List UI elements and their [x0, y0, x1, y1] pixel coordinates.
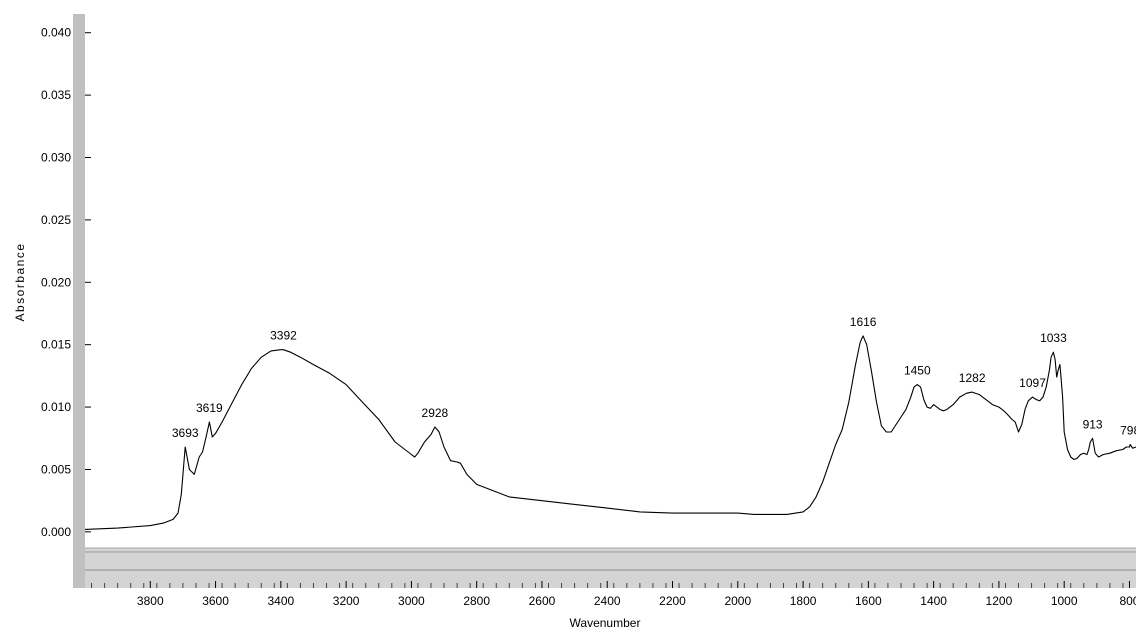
- plot-left-frame: [73, 14, 85, 588]
- peak-labels: 3693 3619 3392 2928 1616 1450 1282 1097 1033 913 7…: [172, 315, 1136, 440]
- peak-label: 3619: [196, 401, 223, 415]
- peak-label: 913: [1083, 417, 1103, 431]
- y-tick-label: 0.015: [41, 338, 71, 352]
- y-tick-label: 0.025: [41, 213, 71, 227]
- x-tick-label: 2400: [594, 594, 621, 608]
- x-tick-label: 800: [1119, 594, 1136, 608]
- x-tick-label: 2000: [724, 594, 751, 608]
- spectrum-series-line: [84, 335, 1136, 530]
- x-axis: 3800 3600 3400 3200 3000 2800 2600 2400 2200 2000…: [91, 581, 1136, 608]
- peak-label: 1033: [1040, 331, 1067, 345]
- x-tick-label: 1800: [790, 594, 817, 608]
- y-tick-label: 0.005: [41, 462, 71, 476]
- x-tick-label: 3800: [137, 594, 164, 608]
- x-tick-label: 3000: [398, 594, 425, 608]
- peak-label: 1450: [904, 364, 931, 378]
- y-tick-label: 0.040: [41, 26, 71, 40]
- y-tick-label: 0.010: [41, 400, 71, 414]
- y-tick-label: 0.035: [41, 88, 71, 102]
- x-tick-label: 2800: [463, 594, 490, 608]
- x-tick-label: 1600: [855, 594, 882, 608]
- x-tick-label: 2200: [659, 594, 686, 608]
- x-axis-title: Wavenumber: [570, 616, 641, 630]
- y-tick-label: 0.030: [41, 151, 71, 165]
- peak-label: 1097: [1019, 376, 1046, 390]
- y-axis: 0.000 0.005 0.010 0.015 0.020 0.025 0.030 0.035…: [41, 26, 91, 539]
- x-tick-label: 3200: [333, 594, 360, 608]
- y-tick-label: 0.020: [41, 275, 71, 289]
- x-tick-label: 3400: [267, 594, 294, 608]
- peak-label: 1282: [959, 371, 986, 385]
- plot-bottom-band: [85, 548, 1136, 588]
- x-tick-label: 1000: [1051, 594, 1078, 608]
- x-tick-label: 1400: [920, 594, 947, 608]
- peak-label: 3693: [172, 426, 199, 440]
- y-tick-label: 0.000: [41, 525, 71, 539]
- peak-label: 2928: [422, 406, 449, 420]
- x-tick-label: 2600: [529, 594, 556, 608]
- x-tick-label: 1200: [986, 594, 1013, 608]
- peak-label: 1616: [850, 315, 877, 329]
- plot-area: [85, 14, 1136, 548]
- peak-label: 798: [1120, 424, 1136, 438]
- y-axis-title: Absorbance: [13, 242, 27, 321]
- x-tick-label: 3600: [202, 594, 229, 608]
- peak-label: 3392: [270, 329, 297, 343]
